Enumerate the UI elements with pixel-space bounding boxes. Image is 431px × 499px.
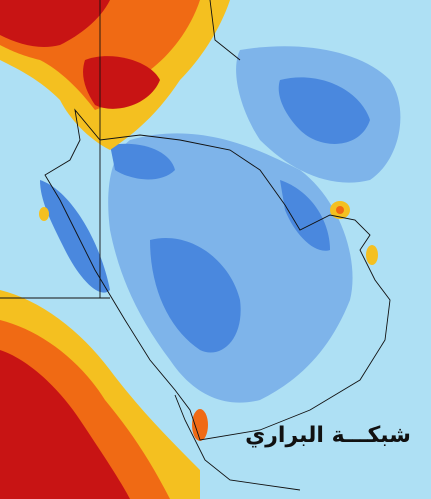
coastlines xyxy=(0,0,391,491)
watermark: شبكـــة البراري xyxy=(245,423,411,448)
anomaly-field xyxy=(0,0,401,499)
